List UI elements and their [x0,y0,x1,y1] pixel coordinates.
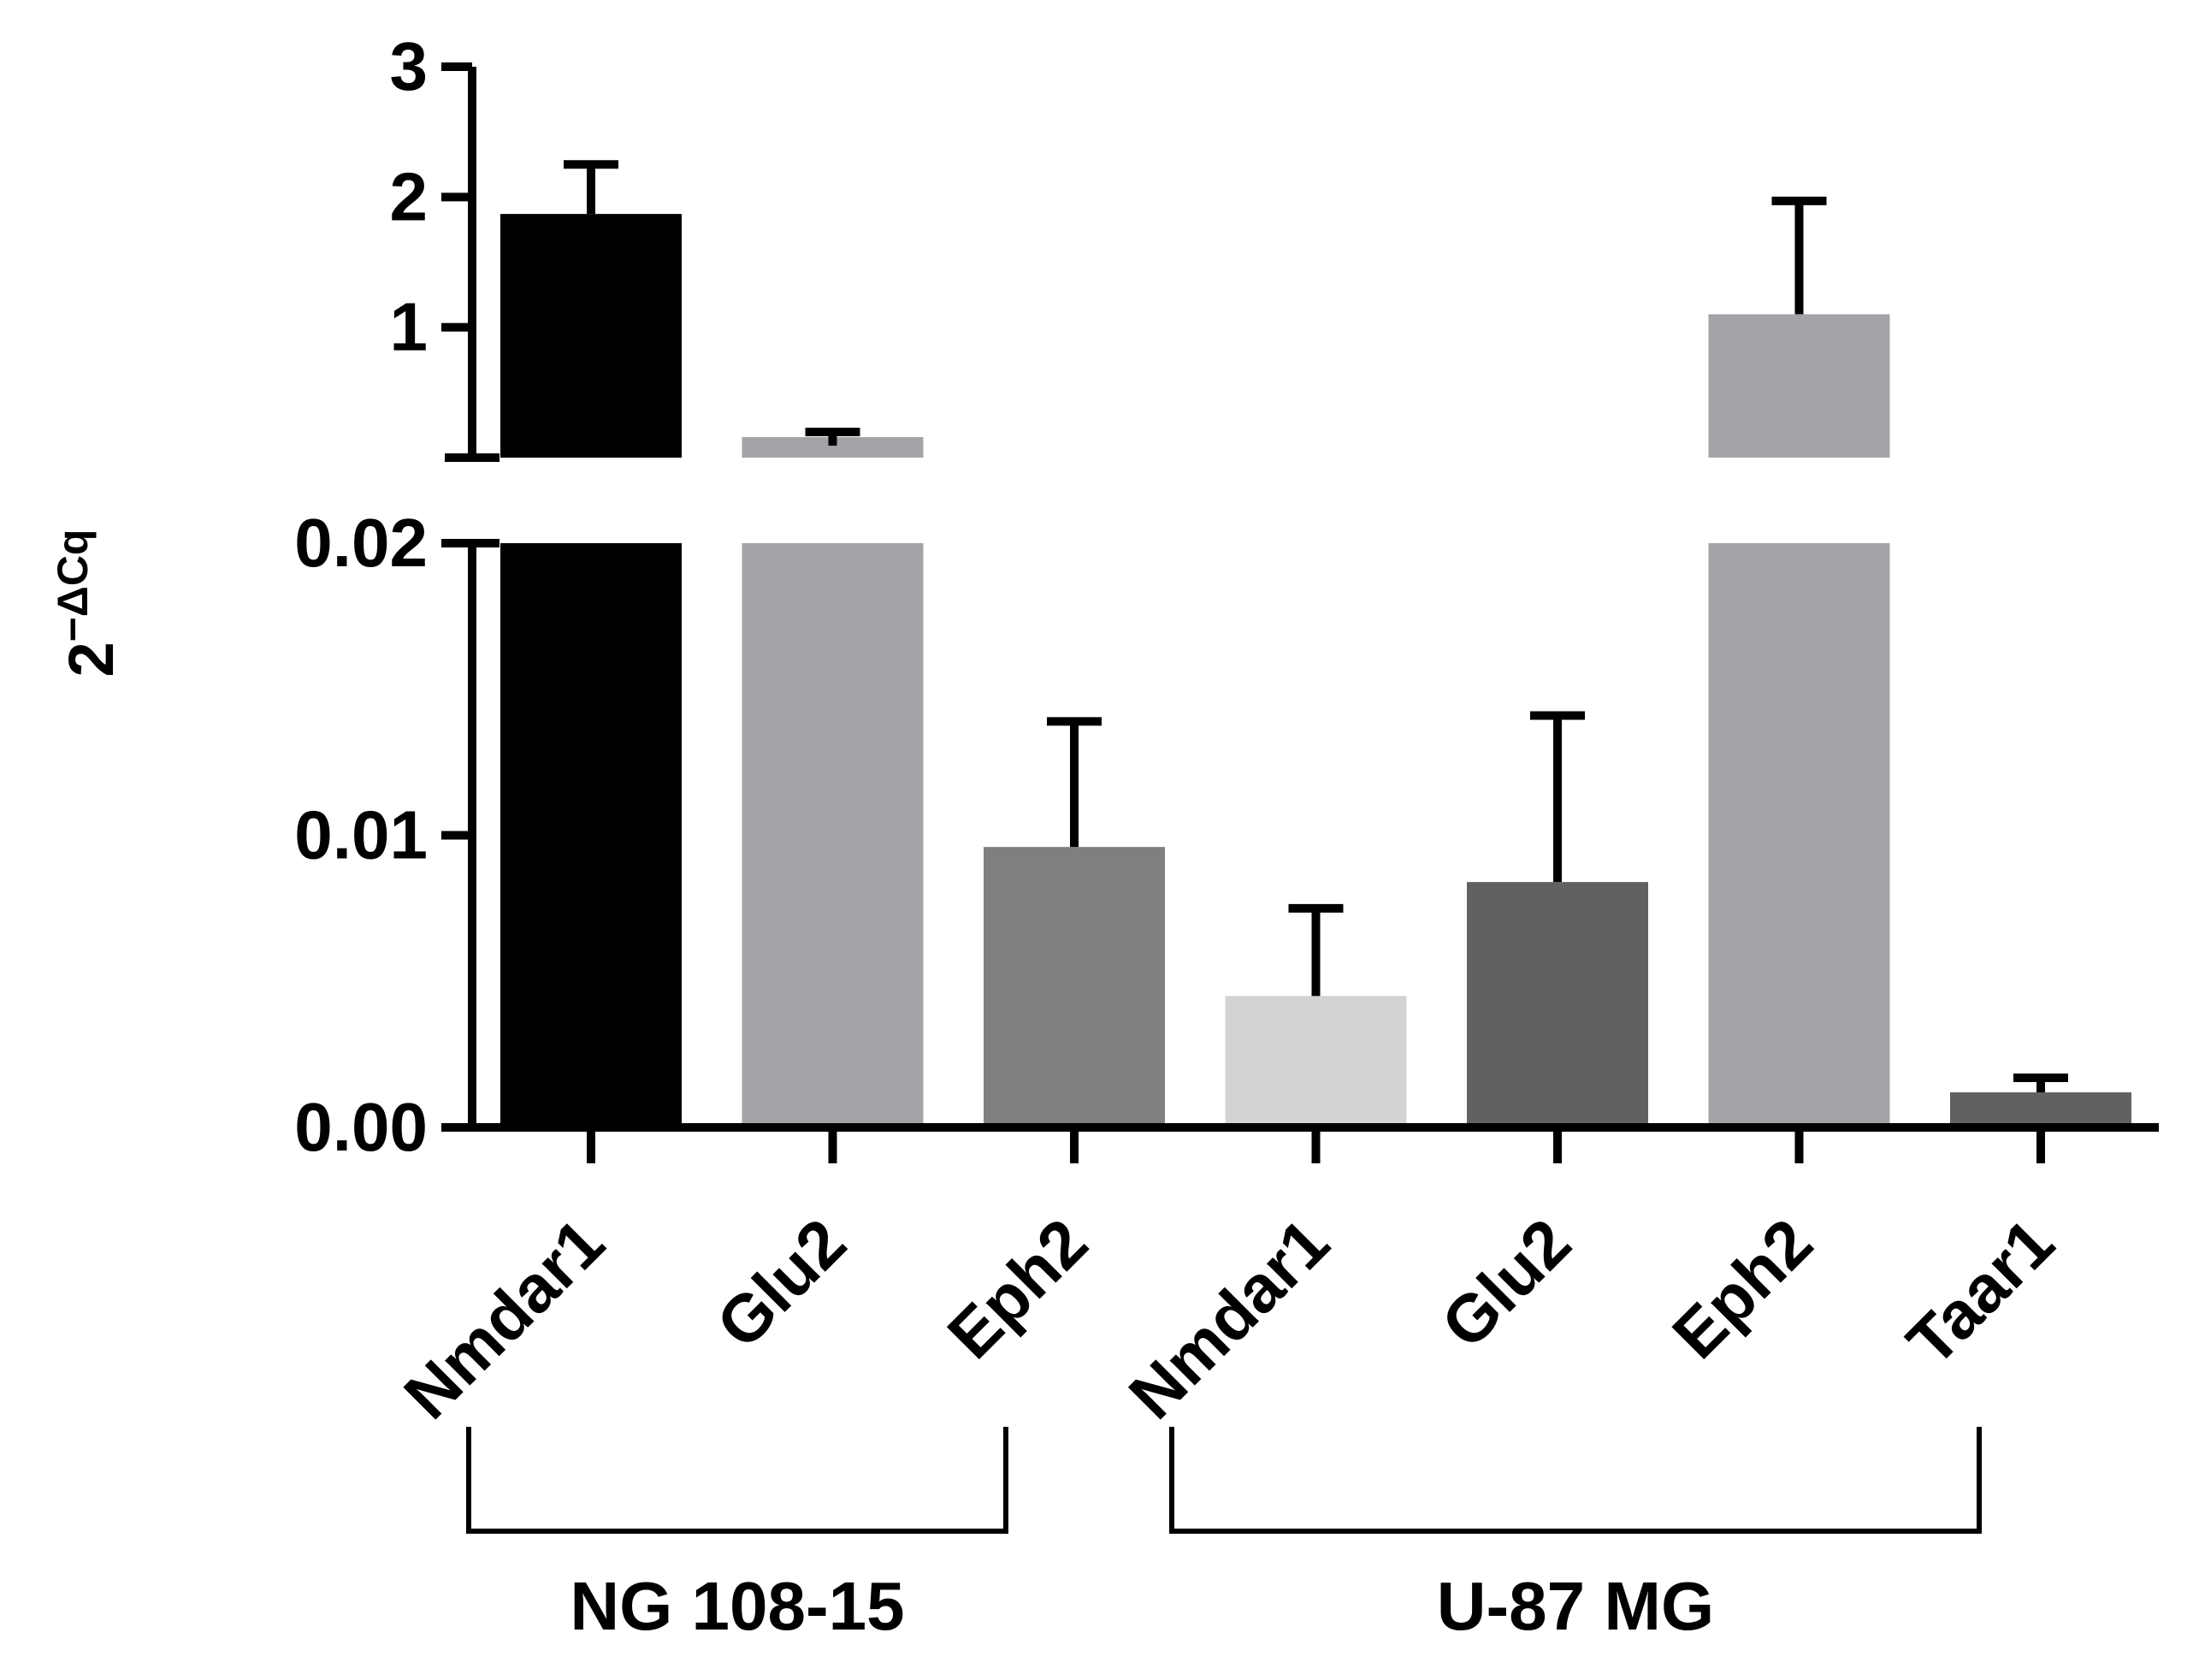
y-tick-label-lower-1: 0.01 [294,797,428,873]
bar-0-upper [500,214,682,458]
bar-2 [984,847,1165,1127]
bar-5-lower [1708,543,1890,1127]
category-label-4: Glu2 [1427,1204,1585,1363]
axes-layer [441,62,2159,1163]
category-labels-layer: Nmdar1 Glu2 Eph2 Nmdar1 Glu2 Eph2 Taar1 [389,1204,2068,1434]
bar-1-lower [742,543,924,1127]
category-label-1: Glu2 [702,1204,860,1363]
y-tick-label-lower-0: 0.00 [294,1089,428,1165]
category-label-3: Nmdar1 [1114,1204,1344,1434]
group-brackets-layer: NG 108-15 U-87 MG [466,1427,1982,1644]
y-tick-label-upper-2: 3 [390,28,429,104]
tick-labels-layer: 1 2 3 0.00 0.01 0.02 [294,28,428,1165]
group-bracket-1 [1169,1427,1982,1534]
y-axis-label-superscript: −ΔCq [49,529,97,642]
bar-0-lower [500,543,682,1127]
bars-layer [500,214,2131,1127]
bar-4 [1467,882,1648,1127]
group-label-1: U-87 MG [1437,1568,1715,1644]
bar-3 [1225,996,1407,1127]
y-tick-label-upper-1: 2 [390,158,429,234]
group-label-0: NG 108-15 [570,1568,904,1644]
group-bracket-0 [466,1427,1008,1534]
category-label-6: Taar1 [1893,1204,2068,1380]
y-tick-label-upper-0: 1 [390,289,429,365]
category-label-2: Eph2 [933,1204,1102,1373]
y-axis-label: 2−ΔCq [49,529,127,677]
category-label-5: Eph2 [1658,1204,1826,1373]
category-label-0: Nmdar1 [389,1204,618,1434]
bar-6 [1950,1092,2131,1127]
bar-5-upper [1708,314,1890,458]
y-axis-label-base: 2 [56,642,127,677]
error-bars-layer [564,160,2068,1093]
y-tick-label-lower-2: 0.02 [294,505,428,581]
